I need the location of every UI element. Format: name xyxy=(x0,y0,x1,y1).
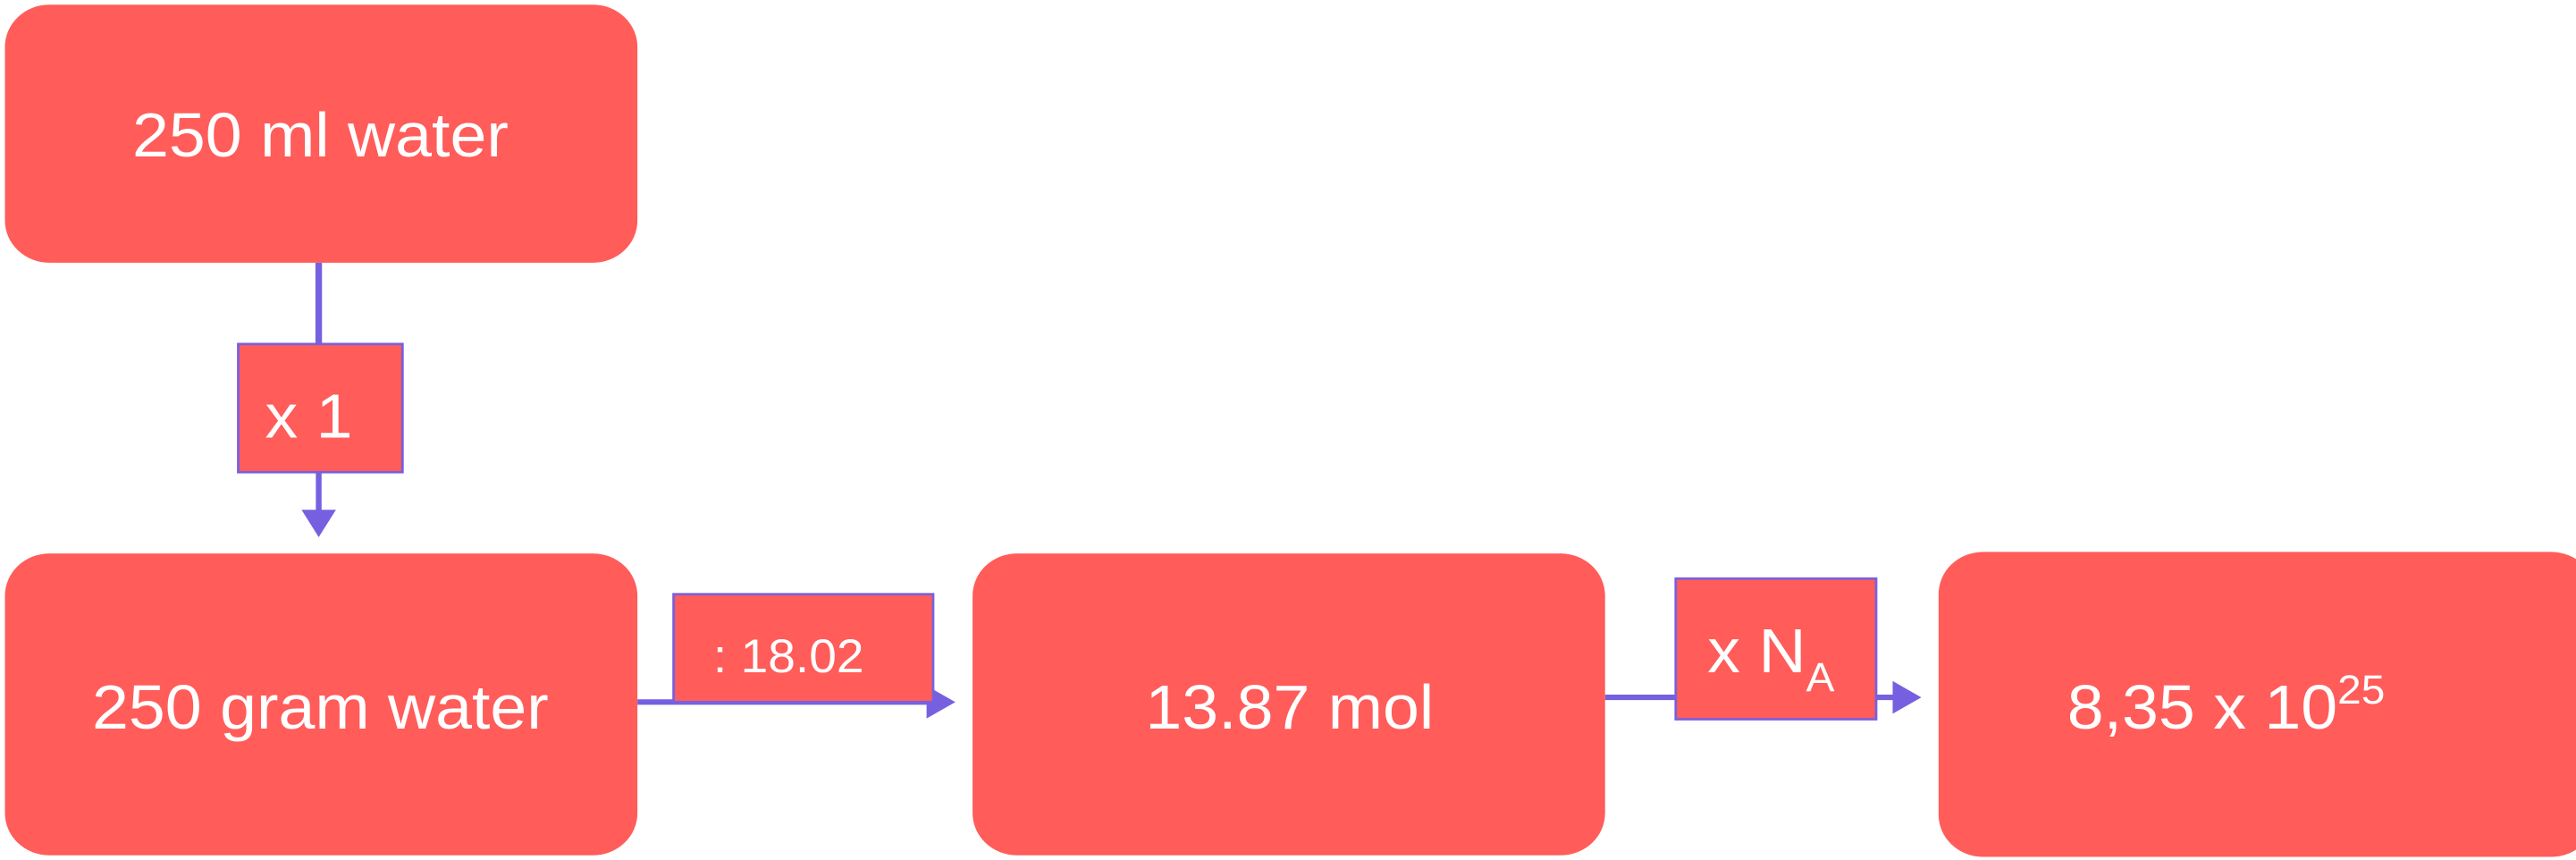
node-moles: 13.87 mol xyxy=(972,553,1605,856)
operation-molar-mass-label: : 18.02 xyxy=(713,630,864,682)
operation-density: x 1 xyxy=(237,342,404,474)
node-particles: 8,35 x 1025 xyxy=(1938,552,2576,857)
node-volume-label: 250 ml water xyxy=(132,101,509,171)
node-particles-label: 8,35 x 1025 xyxy=(2067,667,2386,743)
operation-molar-mass: : 18.02 xyxy=(672,593,935,704)
node-volume: 250 ml water xyxy=(4,4,638,263)
operation-density-label: x 1 xyxy=(265,382,353,451)
operation-avogadro-label: x NA xyxy=(1707,617,1834,700)
node-mass-label: 250 gram water xyxy=(92,673,549,743)
node-mass: 250 gram water xyxy=(4,553,638,856)
operation-avogadro: x NA xyxy=(1674,577,1878,721)
node-moles-label: 13.87 mol xyxy=(1145,673,1434,743)
